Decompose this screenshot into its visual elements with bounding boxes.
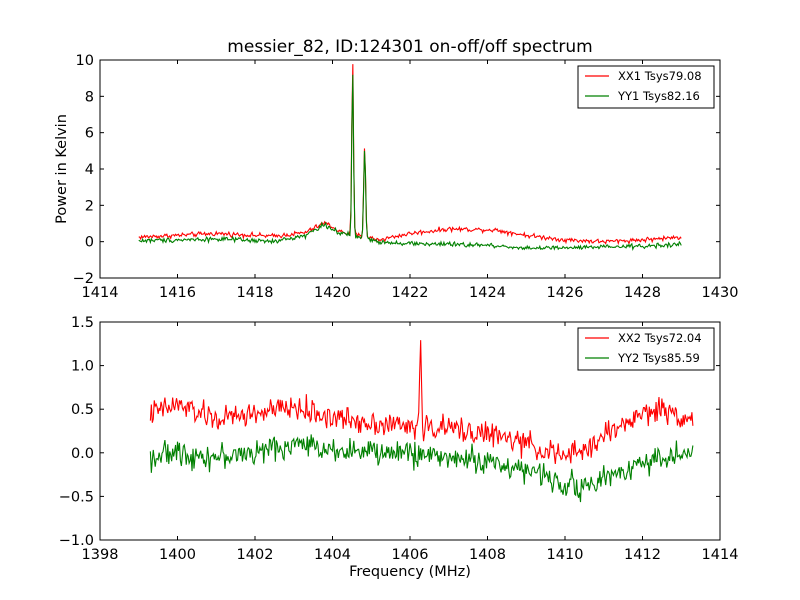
y-tick-label: 6 — [85, 126, 94, 142]
x-tick-label: 1402 — [237, 547, 274, 563]
top-plot-legend: XX1 Tsys79.08 YY1 Tsys82.16 — [577, 65, 715, 109]
x-tick-label: 1404 — [314, 547, 351, 563]
x-tick-label: 1422 — [392, 285, 429, 301]
legend-label-xx2: XX2 Tsys72.04 — [618, 331, 702, 345]
series-line-xx2 — [149, 340, 694, 464]
legend-label-xx1: XX1 Tsys79.08 — [618, 69, 702, 83]
y-tick-label: 8 — [85, 89, 94, 105]
bottom-plot: Frequency (MHz) 1398 1400 1402 1404 1406 1408… — [59, 315, 739, 580]
y-tick-label: −2 — [73, 271, 94, 287]
y-tick-label: 1.5 — [71, 315, 94, 331]
x-tick-label: 1428 — [624, 285, 661, 301]
x-tick-label: 1414 — [82, 285, 119, 301]
bottom-plot-series — [149, 340, 694, 503]
x-tick-label: 1430 — [702, 285, 739, 301]
legend-box — [577, 327, 715, 371]
x-tick-label: 1424 — [469, 285, 506, 301]
y-tick-label: 1.0 — [71, 359, 94, 375]
x-tick-label: 1400 — [159, 547, 196, 563]
legend-box — [577, 65, 715, 109]
x-axis-label: Frequency (MHz) — [349, 564, 471, 580]
y-tick-label: 4 — [85, 162, 94, 178]
x-tick-label: 1418 — [237, 285, 274, 301]
y-axis-label: Power in Kelvin — [54, 114, 70, 224]
top-plot-frame — [99, 59, 721, 279]
x-tick-label: 1416 — [159, 285, 196, 301]
y-tick-label: −0.5 — [59, 489, 94, 505]
top-plot-series — [138, 64, 682, 252]
x-tick-label: 1420 — [314, 285, 351, 301]
bottom-plot-legend: XX2 Tsys72.04 YY2 Tsys85.59 — [577, 327, 715, 371]
x-tick-label: 1406 — [392, 547, 429, 563]
y-tick-label: −1.0 — [59, 533, 94, 549]
legend-label-yy1: YY1 Tsys82.16 — [617, 89, 700, 103]
y-tick-label: 0 — [85, 235, 94, 251]
x-tick-label: 1414 — [702, 547, 739, 563]
legend-label-yy2: YY2 Tsys85.59 — [617, 351, 700, 365]
y-tick-label: 2 — [85, 198, 94, 214]
top-plot-ticks: 1414 1416 1418 1420 1422 1424 1426 1428 1430 −2 0 2… — [73, 53, 739, 301]
series-line-xx1 — [138, 64, 682, 246]
top-plot: messier_82, ID:124301 on-off/off spectru… — [54, 37, 738, 301]
series-line-yy1 — [138, 74, 682, 252]
series-line-yy2 — [149, 434, 694, 503]
x-tick-label: 1426 — [547, 285, 584, 301]
y-tick-label: 0.5 — [71, 402, 94, 418]
y-tick-label: 10 — [76, 53, 94, 69]
bottom-plot-ticks: 1398 1400 1402 1404 1406 1408 1410 1412 1414 −1.0… — [59, 315, 739, 563]
bottom-plot-frame — [99, 321, 721, 541]
chart-title: messier_82, ID:124301 on-off/off spectru… — [227, 37, 592, 57]
x-tick-label: 1408 — [469, 547, 506, 563]
x-tick-label: 1410 — [547, 547, 584, 563]
x-tick-label: 1398 — [82, 547, 119, 563]
x-tick-label: 1412 — [624, 547, 661, 563]
y-tick-label: 0.0 — [71, 446, 94, 462]
